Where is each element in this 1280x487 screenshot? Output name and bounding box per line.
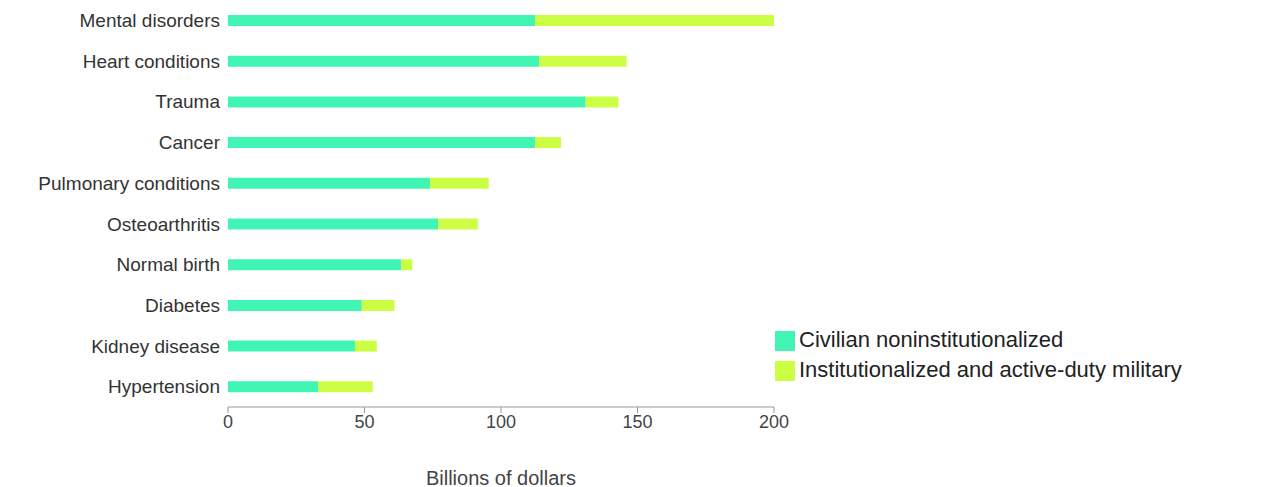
svg-text:Normal birth: Normal birth xyxy=(117,254,220,275)
svg-text:100: 100 xyxy=(486,412,516,432)
svg-text:Pulmonary conditions: Pulmonary conditions xyxy=(38,173,220,194)
svg-text:150: 150 xyxy=(622,412,652,432)
svg-text:Billions of dollars: Billions of dollars xyxy=(426,467,576,487)
svg-text:Mental disorders: Mental disorders xyxy=(80,10,220,31)
svg-text:Hypertension: Hypertension xyxy=(108,376,220,397)
svg-text:200: 200 xyxy=(759,412,789,432)
svg-text:Diabetes: Diabetes xyxy=(145,295,220,316)
svg-text:Kidney disease: Kidney disease xyxy=(91,336,220,357)
svg-text:Cancer: Cancer xyxy=(159,132,221,153)
svg-text:Trauma: Trauma xyxy=(155,91,220,112)
svg-text:Osteoarthritis: Osteoarthritis xyxy=(107,214,220,235)
svg-text:0: 0 xyxy=(223,412,233,432)
html-text:Civilian noninstitutionalized: Civilian noninstitutionalized xyxy=(799,327,1064,352)
html-text:Institutionalized and active-d: Institutionalized and active-duty milita… xyxy=(799,357,1182,382)
svg-text:50: 50 xyxy=(354,412,374,432)
svg-text:Heart conditions: Heart conditions xyxy=(83,51,220,72)
